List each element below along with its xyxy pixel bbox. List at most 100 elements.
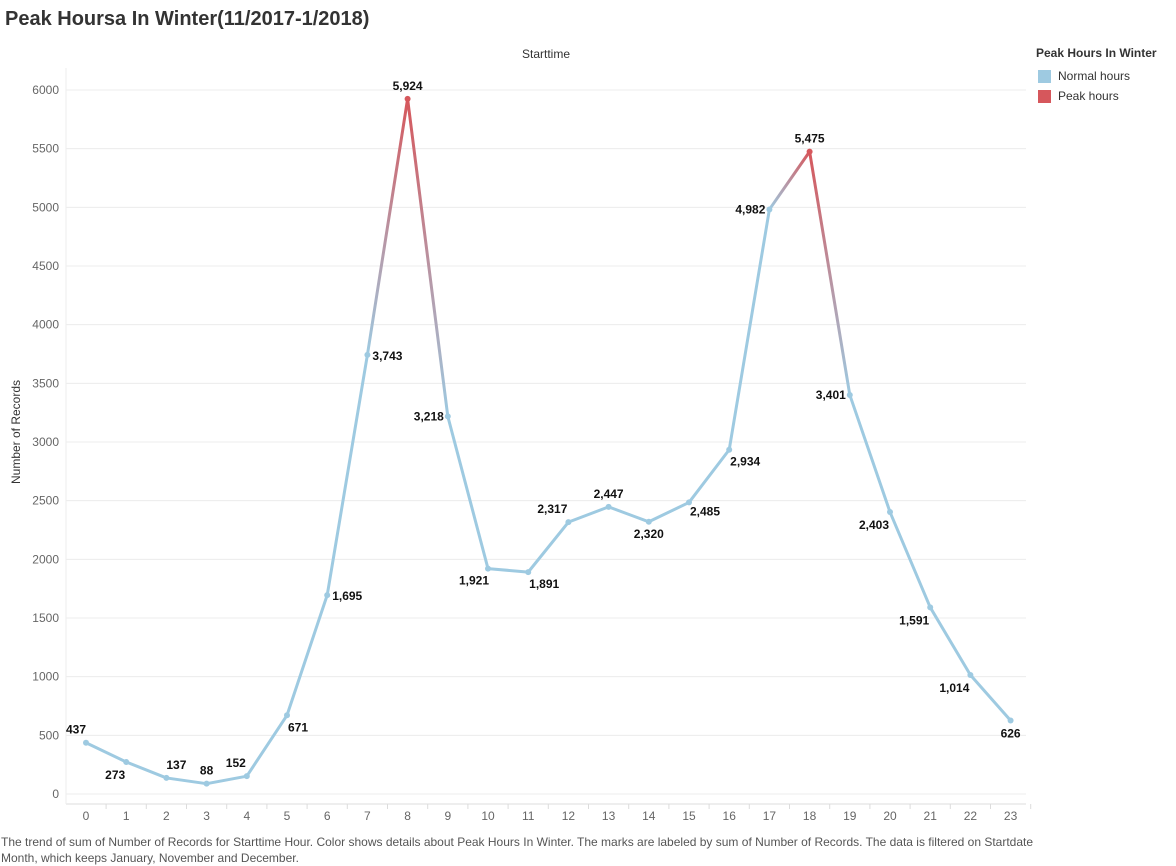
line-segment-2-3 — [164, 776, 209, 786]
data-label-hour-16: 2,934 — [730, 455, 760, 469]
x-tick-label-6: 6 — [324, 809, 331, 823]
x-tick-label-2: 2 — [163, 809, 170, 823]
y-axis: 0 500 1000 1500 2000 2500 3000 3500 4000 4500 5000… — [32, 83, 59, 801]
data-label-hour-22: 1,014 — [939, 681, 969, 695]
line-segment-15-16 — [687, 448, 731, 504]
data-label-hour-4: 152 — [226, 756, 246, 770]
chart-caption: The trend of sum of Number of Records fo… — [1, 835, 1034, 865]
data-label-hour-1: 273 — [105, 768, 125, 782]
line-segment-17-18 — [767, 150, 812, 211]
legend-swatch-normal — [1038, 69, 1051, 83]
line-segment-7-8 — [365, 97, 410, 357]
data-labels: 437 273 137 88 152 671 1,695 3,743 5,924 3,218 1,9… — [66, 79, 1021, 782]
line-segment-9-10 — [446, 414, 490, 571]
data-label-hour-3: 88 — [200, 764, 214, 778]
x-tick-label-4: 4 — [243, 809, 250, 823]
y-tick-label-1500: 1500 — [32, 611, 59, 625]
x-tick-label-5: 5 — [284, 809, 291, 823]
x-tick-label-16: 16 — [723, 809, 737, 823]
data-point-hour-2[interactable] — [163, 774, 170, 781]
line-segment-12-13 — [566, 505, 611, 524]
x-tick-label-1: 1 — [123, 809, 130, 823]
line-segment-3-4 — [205, 774, 249, 786]
x-tick-label-8: 8 — [404, 809, 411, 823]
data-point-hour-5[interactable] — [284, 712, 290, 719]
data-point-hour-4[interactable] — [243, 773, 250, 780]
x-tick-label-0: 0 — [83, 809, 90, 823]
y-tick-label-5500: 5500 — [32, 142, 59, 156]
x-tick-label-22: 22 — [964, 809, 978, 823]
line-segment-14-15 — [647, 500, 691, 524]
line-segment-5-6 — [285, 593, 329, 717]
data-point-hour-0[interactable] — [83, 739, 89, 746]
legend-label-peak: Peak hours — [1058, 89, 1119, 103]
legend-item-peak-hours[interactable]: Peak hours — [1036, 86, 1157, 106]
data-point-hour-10[interactable] — [485, 565, 491, 572]
data-label-hour-20: 2,403 — [859, 518, 889, 532]
y-tick-label-6000: 6000 — [32, 83, 59, 97]
x-tick-label-18: 18 — [803, 809, 817, 823]
data-point-hour-18[interactable] — [806, 148, 813, 155]
gridlines — [65, 68, 1026, 805]
data-point-hour-16[interactable] — [726, 446, 733, 453]
x-tick-label-19: 19 — [843, 809, 857, 823]
x-tick-label-9: 9 — [444, 809, 451, 823]
data-point-hour-19[interactable] — [846, 391, 853, 398]
data-label-hour-5: 671 — [288, 720, 308, 734]
data-point-hour-6[interactable] — [324, 592, 331, 599]
data-label-hour-19: 3,401 — [816, 388, 846, 402]
data-point-hour-12[interactable] — [565, 519, 572, 526]
line-segment-10-11 — [486, 567, 530, 574]
x-axis: 0 1 2 3 4 5 6 7 8 9 10 11 12 13 14 15 16 17 18 19 20 21 22 23 — [83, 804, 1032, 823]
data-point-hour-20[interactable] — [887, 509, 893, 516]
data-point-hour-23[interactable] — [1007, 717, 1014, 724]
line-segment-19-20 — [848, 393, 892, 514]
line-segment-21-22 — [928, 605, 972, 677]
data-label-hour-8: 5,924 — [393, 79, 423, 93]
data-point-hour-9[interactable] — [444, 413, 451, 420]
legend-item-normal-hours[interactable]: Normal hours — [1036, 66, 1157, 86]
data-point-hour-13[interactable] — [605, 503, 612, 510]
data-point-hour-17[interactable] — [766, 206, 773, 213]
line-segment-13-14 — [607, 505, 651, 524]
x-tick-label-23: 23 — [1004, 809, 1018, 823]
y-tick-label-4000: 4000 — [32, 318, 59, 332]
data-point-hour-21[interactable] — [927, 604, 934, 611]
data-label-hour-13: 2,447 — [594, 487, 624, 501]
data-point-hour-1[interactable] — [123, 758, 130, 765]
legend-swatch-peak — [1038, 89, 1051, 103]
data-label-hour-6: 1,695 — [332, 589, 362, 603]
data-point-hour-3[interactable] — [203, 780, 210, 787]
y-axis-title: Number of Records — [9, 380, 23, 484]
line-segment-0-1 — [84, 741, 128, 764]
y-tick-label-1000: 1000 — [32, 670, 59, 684]
series-line — [84, 97, 1013, 786]
x-tick-label-20: 20 — [883, 809, 897, 823]
x-tick-label-13: 13 — [602, 809, 616, 823]
data-label-hour-21: 1,591 — [899, 613, 929, 627]
chart-title: Peak Hoursa In Winter(11/2017-1/2018) — [5, 8, 370, 30]
data-label-hour-12: 2,317 — [537, 502, 567, 516]
y-tick-label-3000: 3000 — [32, 435, 59, 449]
y-tick-label-2500: 2500 — [32, 494, 59, 508]
data-points — [83, 95, 1014, 787]
data-label-hour-11: 1,891 — [529, 577, 559, 591]
data-point-hour-14[interactable] — [645, 518, 652, 525]
data-point-hour-7[interactable] — [364, 351, 371, 358]
data-label-hour-10: 1,921 — [459, 574, 489, 588]
data-label-hour-18: 5,475 — [795, 132, 825, 146]
line-segment-6-7 — [325, 353, 369, 597]
data-point-hour-15[interactable] — [686, 499, 692, 506]
x-tick-label-3: 3 — [203, 809, 210, 823]
data-point-hour-22[interactable] — [967, 672, 974, 679]
legend-title: Peak Hours In Winter — [1036, 46, 1157, 60]
x-tick-label-17: 17 — [763, 809, 777, 823]
line-segment-16-17 — [727, 207, 771, 452]
data-point-hour-8[interactable] — [404, 95, 411, 102]
data-point-hour-11[interactable] — [525, 569, 532, 576]
y-tick-label-500: 500 — [39, 728, 59, 742]
data-label-hour-14: 2,320 — [634, 527, 664, 541]
x-tick-label-7: 7 — [364, 809, 371, 823]
legend: Peak Hours In Winter Normal hours Peak h… — [1036, 46, 1157, 106]
